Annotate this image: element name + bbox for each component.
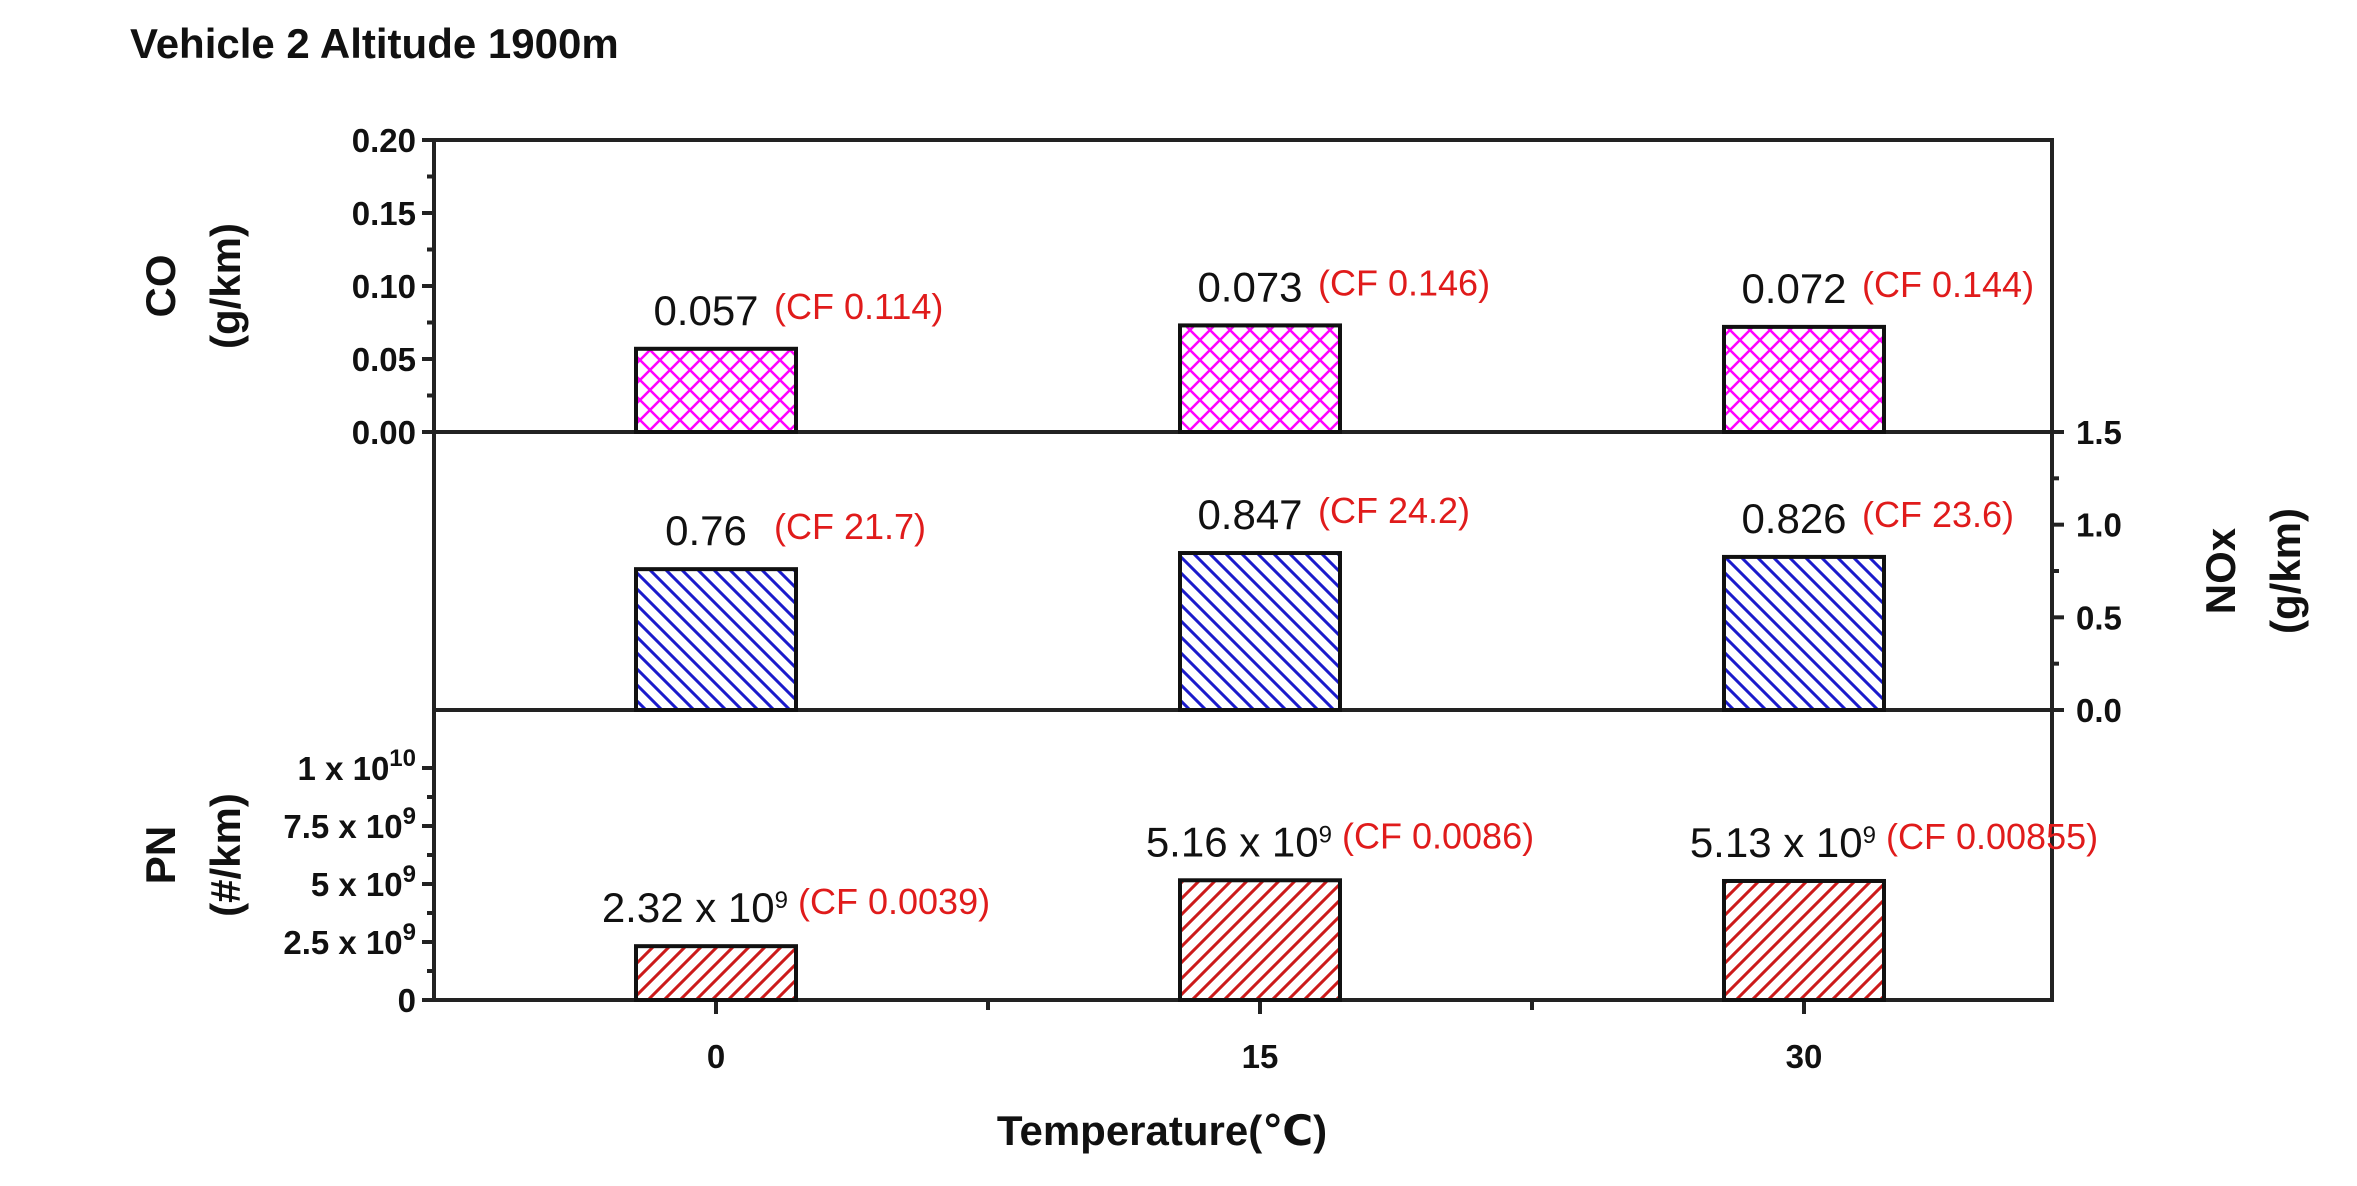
pn-y-axis-label: PN: [137, 826, 184, 884]
pn-value-label: 5.13 x 109: [1690, 819, 1876, 866]
co-y-tick-label: 0.05: [352, 341, 416, 378]
nox-y-axis-unit: (g/km): [2262, 508, 2309, 634]
co-cf-label: (CF 0.114): [774, 286, 943, 327]
co-y-tick-label: 0.10: [352, 268, 416, 305]
nox-value-label: 0.76: [665, 507, 747, 554]
nox-value-label: 0.847: [1197, 491, 1302, 538]
nox-cf-label: (CF 21.7): [774, 506, 926, 547]
pn-y-tick-label: 1 x 1010: [298, 745, 416, 787]
co-value-label: 0.057: [653, 287, 758, 334]
co-y-axis-unit: (g/km): [202, 223, 249, 349]
co-value-label: 0.073: [1197, 263, 1302, 310]
nox-y-tick-label: 1.0: [2076, 507, 2122, 544]
pn-bar: [634, 944, 798, 1003]
co-value-label: 0.072: [1741, 265, 1846, 312]
x-tick-label: 0: [707, 1038, 725, 1075]
nox-value-label: 0.826: [1741, 495, 1846, 542]
co-y-tick-label: 0.15: [352, 195, 416, 232]
pn-y-tick-label: 7.5 x 109: [283, 803, 416, 845]
pn-y-axis-unit: (#/km): [202, 793, 249, 917]
pn-y-tick-label: 5 x 109: [311, 861, 416, 903]
co-cf-label: (CF 0.144): [1862, 264, 2034, 305]
x-tick-label: 15: [1242, 1038, 1279, 1075]
pn-cf-label: (CF 0.0086): [1342, 815, 1534, 856]
pn-y-tick-label: 0: [398, 982, 416, 1019]
pn-bar: [1178, 878, 1342, 1003]
nox-y-tick-label: 0.0: [2076, 692, 2122, 729]
nox-bar: [634, 567, 798, 712]
nox-y-tick-label: 1.5: [2076, 414, 2122, 451]
pn-bar: [1722, 878, 1886, 1003]
pn-cf-label: (CF 0.0039): [798, 881, 990, 922]
x-axis-label: Temperature(℃): [997, 1107, 1327, 1154]
co-y-tick-label: 0.00: [352, 414, 416, 451]
co-bar: [1722, 324, 1886, 435]
nox-bar: [1178, 551, 1342, 712]
nox-bar: [1722, 554, 1886, 712]
pn-cf-label: (CF 0.00855): [1886, 816, 2098, 857]
pn-value-label: 2.32 x 109: [602, 884, 788, 931]
pn-value-label: 5.16 x 109: [1146, 818, 1332, 865]
x-tick-label: 30: [1786, 1038, 1823, 1075]
co-y-axis-label: CO: [137, 255, 184, 318]
nox-cf-label: (CF 23.6): [1862, 494, 2014, 535]
co-y-tick-label: 0.20: [352, 122, 416, 159]
co-bar: [1178, 323, 1342, 435]
pn-y-tick-label: 2.5 x 109: [283, 919, 416, 961]
chart-title: Vehicle 2 Altitude 1900m: [130, 20, 619, 67]
nox-cf-label: (CF 24.2): [1318, 490, 1470, 531]
co-bar: [634, 346, 798, 434]
nox-y-axis-label: NOx: [2197, 527, 2244, 614]
nox-y-tick-label: 0.5: [2076, 599, 2122, 636]
co-cf-label: (CF 0.146): [1318, 262, 1490, 303]
